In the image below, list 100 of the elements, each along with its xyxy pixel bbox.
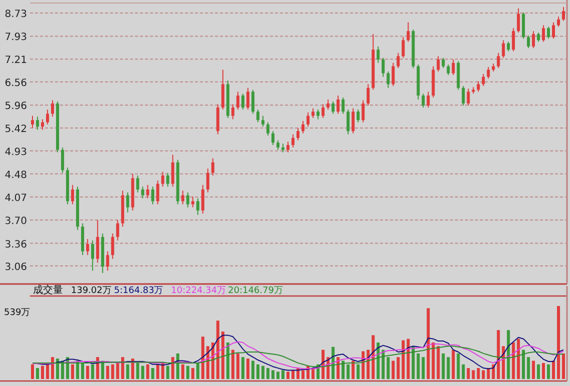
bar	[462, 364, 465, 379]
bar	[396, 357, 400, 379]
bar	[116, 362, 120, 379]
bar	[51, 357, 54, 379]
bar	[146, 364, 150, 379]
bar	[171, 357, 174, 379]
bar	[186, 366, 190, 379]
bar	[251, 360, 254, 379]
bar	[522, 350, 525, 379]
y-tick-label: 7.93	[4, 32, 27, 44]
bar	[266, 368, 270, 379]
bar	[271, 370, 274, 379]
bar	[256, 364, 260, 379]
bar	[502, 346, 505, 379]
bar	[456, 353, 460, 379]
bar	[452, 350, 455, 379]
bar	[86, 366, 90, 379]
bar	[356, 364, 360, 379]
bar	[386, 357, 390, 379]
bar	[466, 368, 470, 379]
bar	[81, 362, 84, 379]
bar	[226, 342, 230, 379]
bar	[241, 357, 244, 379]
bar	[552, 360, 555, 379]
bar	[161, 362, 164, 379]
bar	[156, 364, 160, 379]
bar	[526, 357, 530, 379]
bar	[422, 357, 425, 379]
bar	[56, 358, 60, 379]
bar	[562, 353, 565, 379]
bar	[136, 362, 140, 379]
bar	[336, 357, 340, 379]
bar	[392, 360, 395, 379]
bar	[151, 368, 154, 379]
bar	[221, 332, 224, 379]
bar	[332, 346, 335, 379]
bar	[126, 364, 130, 379]
bar	[546, 364, 550, 379]
bar	[31, 364, 34, 379]
bar	[346, 364, 350, 379]
y-tick-label: 8.73	[4, 9, 27, 20]
bar	[121, 357, 124, 379]
y-tick-label: 4.07	[4, 193, 27, 204]
bar	[372, 335, 375, 379]
bar	[141, 366, 144, 379]
y-tick-label: 6.56	[4, 78, 27, 89]
bar	[402, 340, 405, 379]
bar	[446, 357, 450, 379]
y-tick-label: 3.06	[4, 262, 27, 273]
bar	[382, 350, 385, 379]
bar	[412, 346, 415, 379]
bar	[246, 358, 250, 379]
bar	[261, 366, 264, 379]
bar	[41, 366, 44, 379]
bar	[556, 306, 560, 379]
y-tick-label: 4.93	[4, 146, 27, 158]
bar	[542, 362, 545, 379]
y-tick-label: 4.48	[4, 170, 27, 181]
bar	[201, 336, 204, 379]
bar	[532, 360, 535, 379]
bar	[536, 364, 540, 379]
bar	[36, 368, 40, 379]
bar	[512, 342, 515, 379]
bar	[196, 362, 200, 379]
y-tick-label: 3.70	[4, 216, 27, 228]
bar	[181, 364, 184, 379]
y-tick-label: 3.36	[4, 239, 27, 250]
bar	[506, 330, 510, 379]
y-tick-label: 7.21	[4, 55, 27, 66]
bar	[416, 353, 420, 379]
bar	[281, 370, 284, 379]
bar	[436, 346, 440, 379]
bar	[276, 372, 280, 379]
bar	[352, 360, 355, 379]
bar	[406, 338, 410, 379]
bar	[216, 320, 220, 379]
bar	[91, 364, 94, 379]
bar	[472, 370, 475, 379]
bar	[476, 368, 480, 379]
bar	[106, 366, 110, 379]
bar	[286, 372, 290, 379]
bar	[166, 366, 170, 379]
bar	[291, 370, 294, 379]
annotation: 539万	[4, 308, 30, 318]
bar	[426, 308, 430, 379]
legend: 5:164.83万 10:224.34万 20:146.79万	[114, 286, 283, 296]
text: 139.02万	[71, 286, 112, 296]
y-tick-label: 5.42	[4, 124, 27, 135]
bar	[302, 370, 305, 379]
bar	[442, 353, 445, 379]
bar	[322, 350, 325, 379]
bar	[111, 364, 114, 379]
bar	[486, 368, 490, 379]
bar	[191, 368, 194, 379]
bar	[231, 350, 234, 379]
bar	[432, 342, 435, 379]
bar	[236, 353, 240, 379]
bar	[516, 338, 520, 379]
bar	[482, 370, 485, 379]
bar	[131, 358, 134, 379]
